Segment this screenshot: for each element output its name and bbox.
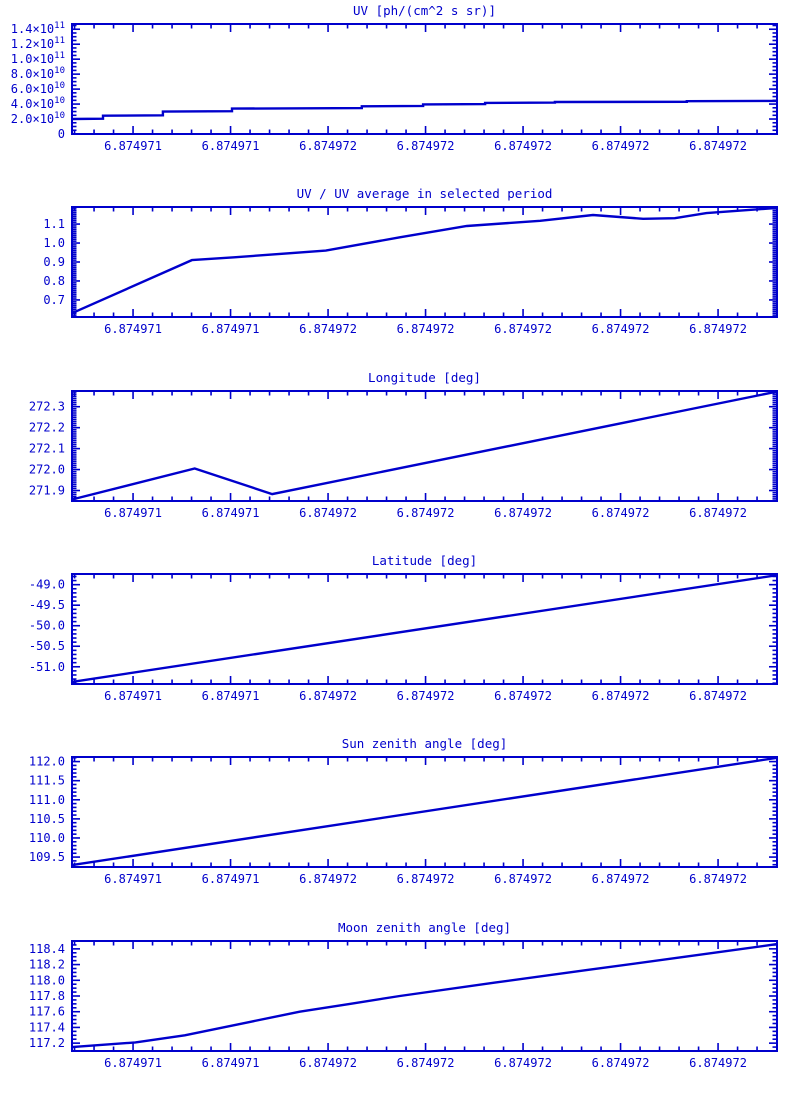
svg-text:6.874972: 6.874972 bbox=[299, 1056, 357, 1070]
svg-text:272.3: 272.3 bbox=[29, 400, 65, 414]
svg-text:6.874972: 6.874972 bbox=[689, 872, 747, 886]
svg-text:6.874972: 6.874972 bbox=[494, 322, 552, 336]
svg-text:6.874972: 6.874972 bbox=[494, 1056, 552, 1070]
moon-zenith-chart-title: Moon zenith angle [deg] bbox=[337, 920, 512, 935]
svg-text:6.874971: 6.874971 bbox=[104, 689, 162, 703]
longitude-chart-title: Longitude [deg] bbox=[368, 370, 481, 385]
uv-chart-title: UV [ph/(cm^2 s sr)] bbox=[353, 3, 496, 18]
svg-text:6.874972: 6.874972 bbox=[397, 506, 455, 520]
chart-longitude: Longitude [deg] 271.9 272.0 272.1 272.2 272.… bbox=[0, 367, 800, 550]
svg-text:117.6: 117.6 bbox=[29, 1005, 65, 1019]
svg-text:0.7: 0.7 bbox=[43, 293, 65, 307]
svg-text:1.1: 1.1 bbox=[43, 217, 65, 231]
chart-latitude: Latitude [deg] -51.0 -50.5 -50.0 -49.5 -49.0… bbox=[0, 550, 800, 733]
svg-text:111.0: 111.0 bbox=[29, 793, 65, 807]
svg-text:1.0×1011: 1.0×1011 bbox=[11, 51, 65, 66]
svg-text:1.0: 1.0 bbox=[43, 236, 65, 250]
svg-text:6.874972: 6.874972 bbox=[299, 872, 357, 886]
svg-text:6.874972: 6.874972 bbox=[689, 689, 747, 703]
svg-text:117.4: 117.4 bbox=[29, 1020, 65, 1034]
svg-text:117.8: 117.8 bbox=[29, 989, 65, 1003]
svg-text:117.2: 117.2 bbox=[29, 1036, 65, 1050]
svg-text:6.874972: 6.874972 bbox=[299, 322, 357, 336]
svg-text:6.874972: 6.874972 bbox=[494, 872, 552, 886]
svg-text:6.874972: 6.874972 bbox=[689, 1056, 747, 1070]
svg-text:6.874972: 6.874972 bbox=[592, 139, 650, 153]
svg-text:6.874972: 6.874972 bbox=[689, 139, 747, 153]
svg-text:-51.0: -51.0 bbox=[29, 660, 65, 674]
svg-text:2.0×1010: 2.0×1010 bbox=[11, 111, 65, 126]
svg-text:6.874972: 6.874972 bbox=[397, 872, 455, 886]
svg-text:-49.0: -49.0 bbox=[29, 578, 65, 592]
svg-text:6.874971: 6.874971 bbox=[104, 322, 162, 336]
uv-ratio-chart-title: UV / UV average in selected period bbox=[296, 186, 553, 201]
svg-text:6.874972: 6.874972 bbox=[494, 139, 552, 153]
svg-text:6.874972: 6.874972 bbox=[397, 689, 455, 703]
svg-text:-50.5: -50.5 bbox=[29, 639, 65, 653]
svg-text:118.2: 118.2 bbox=[29, 958, 65, 972]
uv-chart-canvas: 02.0×10104.0×10106.0×10108.0×10101.0×101… bbox=[11, 21, 778, 153]
svg-text:109.5: 109.5 bbox=[29, 850, 65, 864]
svg-text:6.874971: 6.874971 bbox=[202, 689, 260, 703]
svg-text:6.874972: 6.874972 bbox=[592, 872, 650, 886]
svg-text:110.5: 110.5 bbox=[29, 812, 65, 826]
svg-text:6.874972: 6.874972 bbox=[494, 689, 552, 703]
svg-text:6.874972: 6.874972 bbox=[689, 322, 747, 336]
svg-text:-50.0: -50.0 bbox=[29, 619, 65, 633]
svg-text:6.874971: 6.874971 bbox=[202, 322, 260, 336]
svg-text:6.874972: 6.874972 bbox=[397, 139, 455, 153]
svg-text:1.4×1011: 1.4×1011 bbox=[11, 21, 65, 36]
sun-zenith-chart-canvas: 109.5 110.0 110.5 111.0 111.5 112.0 6.874971 6.… bbox=[29, 755, 778, 886]
svg-text:6.874972: 6.874972 bbox=[397, 1056, 455, 1070]
svg-text:6.874971: 6.874971 bbox=[202, 506, 260, 520]
svg-text:6.874972: 6.874972 bbox=[592, 322, 650, 336]
svg-text:6.874971: 6.874971 bbox=[202, 872, 260, 886]
uv-ratio-chart-canvas: 0.7 0.8 0.9 1.0 1.1 6.874971 6.874971 6.874972 6… bbox=[43, 206, 778, 336]
svg-text:6.874972: 6.874972 bbox=[397, 322, 455, 336]
svg-text:8.0×1010: 8.0×1010 bbox=[11, 66, 65, 81]
svg-text:-49.5: -49.5 bbox=[29, 598, 65, 612]
svg-text:6.874972: 6.874972 bbox=[299, 139, 357, 153]
svg-text:6.874971: 6.874971 bbox=[104, 139, 162, 153]
svg-text:6.874972: 6.874972 bbox=[299, 506, 357, 520]
svg-text:272.1: 272.1 bbox=[29, 442, 65, 456]
svg-text:0.8: 0.8 bbox=[43, 274, 65, 288]
svg-text:4.0×1010: 4.0×1010 bbox=[11, 96, 65, 111]
svg-text:110.0: 110.0 bbox=[29, 831, 65, 845]
svg-text:111.5: 111.5 bbox=[29, 774, 65, 788]
svg-text:0.9: 0.9 bbox=[43, 255, 65, 269]
longitude-chart-canvas: 271.9 272.0 272.1 272.2 272.3 6.874971 6.87497… bbox=[29, 390, 778, 520]
svg-text:6.874971: 6.874971 bbox=[104, 872, 162, 886]
svg-text:6.874972: 6.874972 bbox=[299, 689, 357, 703]
svg-text:0: 0 bbox=[58, 127, 65, 141]
svg-text:1.2×1011: 1.2×1011 bbox=[11, 36, 65, 51]
svg-text:6.874971: 6.874971 bbox=[104, 1056, 162, 1070]
svg-text:6.0×1010: 6.0×1010 bbox=[11, 81, 65, 96]
chart-sun-zenith: Sun zenith angle [deg] 109.5 110.0 110.5 11… bbox=[0, 733, 800, 916]
svg-text:6.874972: 6.874972 bbox=[592, 689, 650, 703]
latitude-chart-title: Latitude [deg] bbox=[371, 553, 478, 568]
chart-uv-ratio: UV / UV average in selected period 0.7 0.… bbox=[0, 183, 800, 366]
svg-text:6.874972: 6.874972 bbox=[494, 506, 552, 520]
svg-text:118.0: 118.0 bbox=[29, 973, 65, 987]
svg-text:112.0: 112.0 bbox=[29, 755, 65, 769]
svg-text:118.4: 118.4 bbox=[29, 942, 65, 956]
chart-uv: UV [ph/(cm^2 s sr)] 0 2.0×1010 4.0×1010 6.0… bbox=[0, 0, 800, 183]
svg-text:6.874971: 6.874971 bbox=[202, 139, 260, 153]
svg-text:271.9: 271.9 bbox=[29, 484, 65, 498]
svg-text:6.874971: 6.874971 bbox=[104, 506, 162, 520]
svg-text:6.874972: 6.874972 bbox=[689, 506, 747, 520]
svg-text:6.874972: 6.874972 bbox=[592, 506, 650, 520]
latitude-chart-canvas: -51.0 -50.5 -50.0 -49.5 -49.0 6.874971 6.87497… bbox=[29, 573, 778, 703]
sun-zenith-chart-title: Sun zenith angle [deg] bbox=[341, 736, 508, 751]
svg-text:272.0: 272.0 bbox=[29, 463, 65, 477]
svg-text:272.2: 272.2 bbox=[29, 421, 65, 435]
svg-text:6.874971: 6.874971 bbox=[202, 1056, 260, 1070]
chart-moon-zenith: Moon zenith angle [deg] 117.2 117.4 117.6 1… bbox=[0, 917, 800, 1100]
svg-text:6.874972: 6.874972 bbox=[592, 1056, 650, 1070]
